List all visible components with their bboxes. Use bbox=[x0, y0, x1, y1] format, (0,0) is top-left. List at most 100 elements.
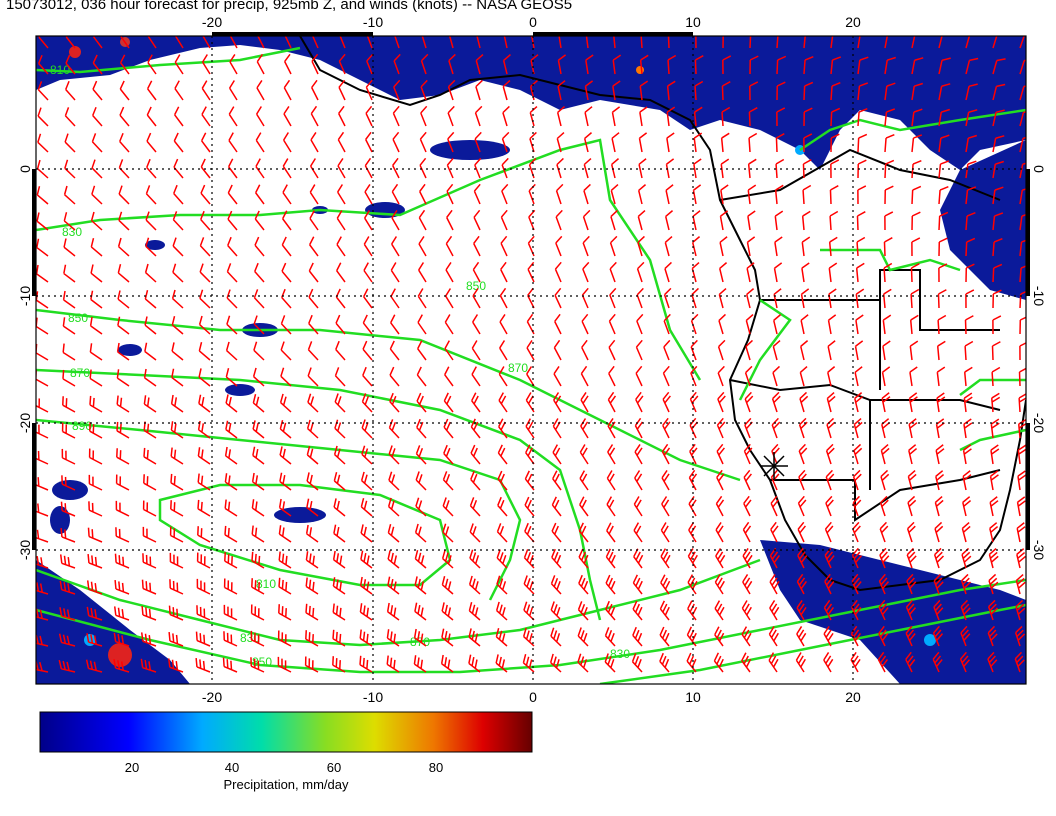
wind-barb bbox=[227, 158, 238, 179]
wind-barb bbox=[580, 418, 589, 439]
wind-barb bbox=[965, 36, 979, 49]
wind-barb bbox=[63, 238, 76, 257]
wind-barb bbox=[989, 522, 999, 543]
colorbar-label: Precipitation, mm/day bbox=[224, 777, 349, 792]
wind-barb bbox=[91, 133, 103, 153]
wind-barb bbox=[796, 573, 808, 595]
wind-barb bbox=[910, 288, 920, 309]
wind-barb bbox=[113, 632, 130, 647]
wind-barb bbox=[748, 132, 758, 153]
wind-barb bbox=[172, 211, 184, 231]
wind-barb bbox=[934, 495, 944, 517]
wind-barb bbox=[496, 575, 508, 595]
wind-barb bbox=[879, 495, 889, 517]
wind-barb bbox=[523, 601, 535, 621]
wind-barb bbox=[416, 392, 427, 413]
wind-barb bbox=[87, 553, 103, 569]
wind-barb bbox=[965, 160, 977, 179]
wind-barb bbox=[468, 628, 481, 647]
wind-barb bbox=[147, 36, 157, 49]
wind-barb bbox=[612, 80, 621, 101]
wind-barb bbox=[853, 417, 863, 439]
wind-barb bbox=[311, 53, 319, 75]
wind-barb bbox=[935, 444, 945, 465]
wind-barb bbox=[823, 625, 834, 647]
contour-label: 810 bbox=[256, 577, 276, 591]
wind-barb bbox=[883, 262, 893, 283]
wind-barb bbox=[637, 209, 646, 231]
wind-barbs bbox=[36, 36, 1026, 673]
wind-barb bbox=[527, 287, 535, 309]
wind-barb bbox=[664, 210, 674, 231]
wind-barb bbox=[522, 653, 535, 673]
wind-barb bbox=[828, 236, 838, 257]
wind-barb bbox=[741, 652, 752, 673]
wind-barb bbox=[36, 607, 49, 621]
wind-barb bbox=[691, 236, 701, 257]
wind-barb bbox=[229, 36, 238, 49]
wind-barb bbox=[578, 548, 589, 569]
wind-barb bbox=[170, 421, 184, 439]
precip-blob bbox=[274, 507, 326, 523]
wind-barb bbox=[308, 314, 319, 335]
wind-barb bbox=[444, 314, 454, 335]
wind-barb bbox=[884, 159, 895, 179]
wind-barb bbox=[146, 106, 157, 127]
wind-barb bbox=[361, 419, 373, 439]
wind-barb bbox=[938, 211, 949, 231]
wind-barb bbox=[987, 625, 998, 647]
wind-barb bbox=[255, 132, 265, 153]
wind-barb bbox=[37, 133, 49, 153]
wind-barb bbox=[198, 394, 211, 413]
wind-barb bbox=[495, 627, 508, 647]
contour-label: 850 bbox=[68, 311, 88, 325]
wind-barb bbox=[960, 573, 972, 595]
wind-barb bbox=[363, 236, 373, 257]
wind-barb bbox=[251, 551, 265, 569]
wind-barb bbox=[65, 54, 76, 75]
wind-barb bbox=[174, 36, 184, 49]
wind-barb bbox=[475, 79, 483, 101]
wind-barb bbox=[989, 470, 999, 491]
wind-barb bbox=[992, 135, 1005, 153]
wind-barb bbox=[198, 315, 211, 335]
wind-barb bbox=[607, 417, 616, 439]
wind-barb bbox=[824, 573, 835, 595]
wind-barb bbox=[201, 80, 211, 101]
wind-barb bbox=[907, 495, 917, 517]
wind-barb bbox=[905, 651, 916, 673]
precip-blob bbox=[145, 240, 165, 250]
wind-barb bbox=[1019, 135, 1026, 153]
wind-barb bbox=[250, 630, 265, 647]
wind-barb bbox=[90, 238, 103, 257]
lon-ticks-bottom: -20 -10 0 10 20 bbox=[202, 689, 861, 705]
wind-barb bbox=[116, 369, 130, 387]
wind-barb bbox=[854, 392, 864, 413]
wind-barb bbox=[144, 290, 157, 309]
wind-barb bbox=[830, 56, 842, 75]
wind-barb bbox=[91, 185, 103, 205]
wind-barb bbox=[475, 53, 484, 75]
wind-barb bbox=[992, 315, 1002, 335]
wind-barb bbox=[305, 577, 319, 595]
wind-barb bbox=[472, 261, 481, 283]
wind-barb bbox=[961, 547, 972, 569]
map-title: 15073012, 036 hour forecast for precip, … bbox=[6, 0, 573, 13]
wind-barb bbox=[499, 287, 508, 309]
wind-barb bbox=[362, 314, 373, 335]
wind-barb bbox=[63, 264, 76, 283]
wind-barb bbox=[85, 659, 103, 673]
wind-barb bbox=[472, 287, 481, 309]
wind-barb bbox=[583, 183, 591, 205]
wind-barb bbox=[283, 132, 292, 153]
wind-barb bbox=[1019, 315, 1026, 335]
wind-barb bbox=[120, 36, 130, 49]
wind-barb bbox=[223, 604, 238, 621]
wind-barb bbox=[62, 317, 76, 335]
wind-barb bbox=[363, 288, 373, 309]
wind-barb bbox=[443, 444, 454, 465]
wind-barb bbox=[386, 602, 400, 621]
wind-barb bbox=[911, 36, 924, 49]
wind-barb bbox=[610, 209, 618, 231]
wind-barb bbox=[743, 443, 753, 465]
